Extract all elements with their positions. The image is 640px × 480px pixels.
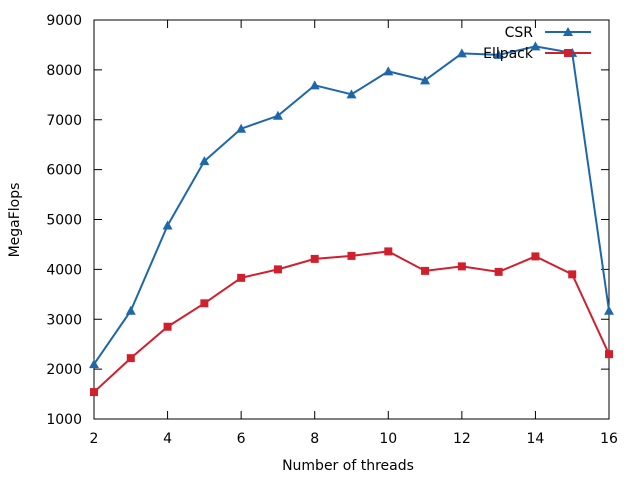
y-tick-label: 6000 xyxy=(46,163,82,179)
data-point xyxy=(200,299,209,308)
data-point xyxy=(309,80,320,90)
data-point xyxy=(347,251,356,260)
x-tick-label: 16 xyxy=(600,431,618,447)
data-point xyxy=(493,49,504,59)
series-csr xyxy=(89,41,614,369)
data-point xyxy=(163,322,172,331)
data-point xyxy=(530,41,541,51)
x-tick-label: 10 xyxy=(379,431,397,447)
y-axis-label: MegaFlops xyxy=(7,183,23,258)
data-point xyxy=(236,123,247,133)
data-point xyxy=(126,354,135,363)
y-tick-label: 1000 xyxy=(46,412,82,428)
data-point xyxy=(456,48,467,58)
data-point xyxy=(125,305,136,315)
data-point xyxy=(384,247,393,256)
x-tick-label: 12 xyxy=(453,431,471,447)
series-line xyxy=(93,250,610,393)
y-tick-label: 3000 xyxy=(46,312,82,328)
data-point xyxy=(494,267,503,276)
data-point xyxy=(162,220,173,230)
legend-marker xyxy=(563,27,573,36)
data-point xyxy=(237,273,246,282)
y-tick-label: 9000 xyxy=(46,13,82,29)
data-point xyxy=(457,262,466,271)
legend-marker xyxy=(564,49,572,57)
data-point xyxy=(605,350,613,359)
series-layer xyxy=(89,41,614,397)
y-tick-label: 7000 xyxy=(46,113,82,129)
x-tick-label: 14 xyxy=(527,431,545,447)
data-point xyxy=(420,75,431,85)
x-tick-label: 4 xyxy=(163,431,172,447)
legend: CSR Ellpack xyxy=(483,25,591,62)
y-tick-label: 5000 xyxy=(46,213,82,229)
data-point xyxy=(310,254,319,263)
data-point xyxy=(89,359,99,369)
data-point xyxy=(272,110,283,120)
data-point xyxy=(531,252,540,261)
legend-label: CSR xyxy=(505,25,534,41)
x-axis-label: Number of threads xyxy=(282,458,414,474)
y-tick-label: 2000 xyxy=(46,362,82,378)
data-point xyxy=(346,89,357,99)
data-point xyxy=(273,265,282,274)
x-tick-label: 6 xyxy=(237,431,246,447)
data-point xyxy=(604,305,614,315)
data-point xyxy=(90,388,98,397)
y-tick-label: 4000 xyxy=(46,262,82,278)
x-axis-ticks: 2 4 6 8 10 12 14 16 xyxy=(90,20,618,447)
legend-item-csr: CSR xyxy=(505,25,591,41)
series-ellpack xyxy=(90,247,613,397)
x-tick-label: 2 xyxy=(90,431,99,447)
data-point xyxy=(383,66,394,76)
data-point xyxy=(199,156,210,166)
x-tick-label: 8 xyxy=(310,431,319,447)
legend-item-ellpack: Ellpack xyxy=(483,46,591,62)
y-tick-label: 8000 xyxy=(46,63,82,79)
y-axis-ticks: 1000 2000 3000 4000 5000 6000 7000 8000 9000 xyxy=(46,13,609,428)
data-point xyxy=(421,266,430,275)
data-point xyxy=(568,270,577,279)
legend-label: Ellpack xyxy=(483,46,534,62)
